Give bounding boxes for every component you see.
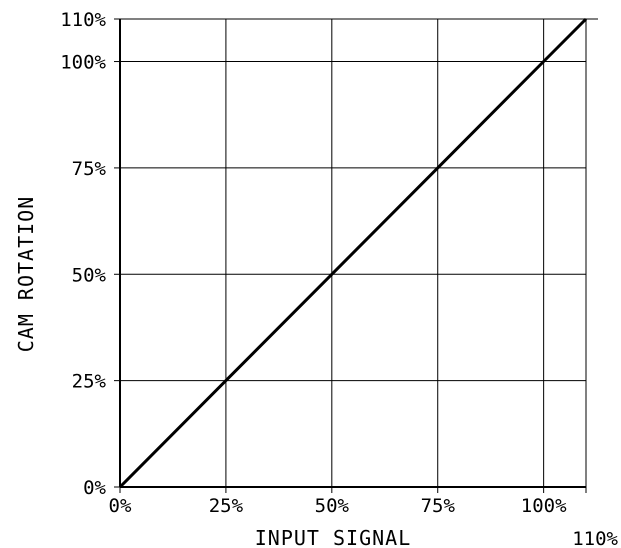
series-layer	[118, 17, 588, 489]
x-tick-label: 50%	[315, 495, 350, 517]
y-tick-label: 50%	[72, 264, 107, 286]
y-tick-label: 100%	[60, 52, 106, 74]
x-tick-label: 25%	[209, 495, 244, 517]
series-line	[118, 17, 588, 489]
x-axis-label: INPUT SIGNAL	[255, 526, 412, 548]
axes	[114, 18, 598, 493]
x-tick-label: 110%	[572, 528, 618, 548]
x-tick-label: 75%	[421, 495, 456, 517]
x-tick-label: 0%	[109, 495, 132, 517]
y-tick-labels: 0% 25% 50% 75% 100% 110%	[60, 9, 106, 499]
grid	[120, 19, 586, 487]
y-tick-label: 110%	[60, 9, 106, 31]
y-tick-label: 0%	[83, 477, 106, 499]
y-tick-label: 25%	[72, 371, 107, 393]
y-tick-label: 75%	[72, 158, 107, 180]
x-tick-label: 100%	[521, 495, 567, 517]
x-tick-labels: 0% 25% 50% 75% 100%110%	[109, 495, 619, 548]
y-axis-label: CAM ROTATION	[14, 196, 38, 353]
